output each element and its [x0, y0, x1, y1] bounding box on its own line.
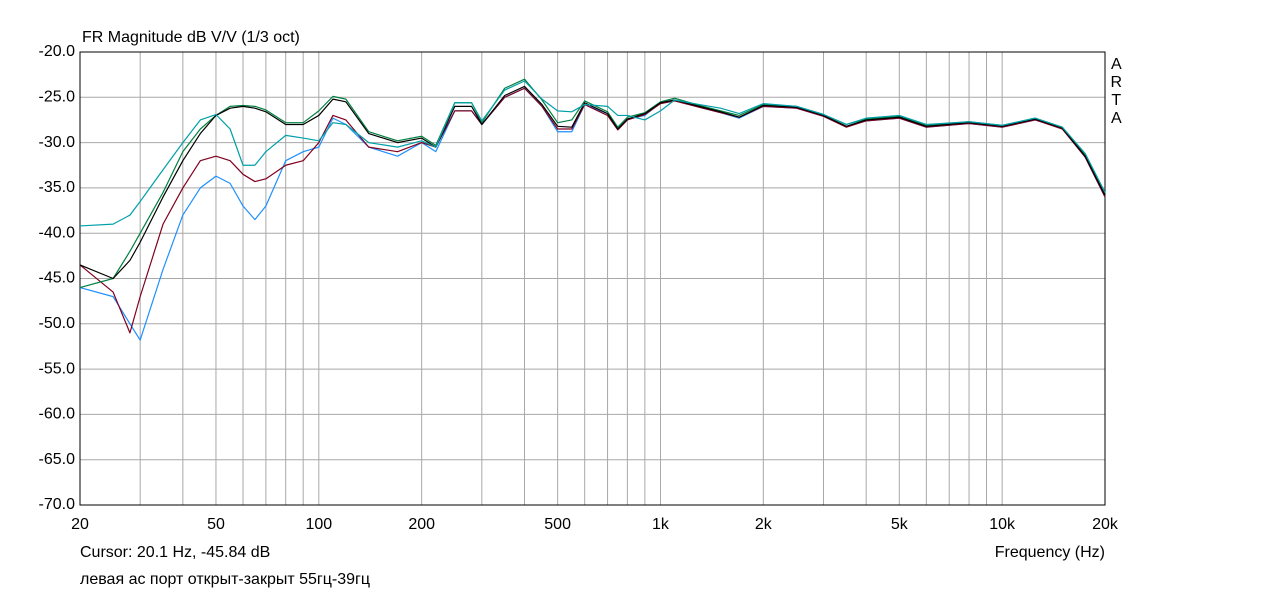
cursor-readout: Cursor: 20.1 Hz, -45.84 dB [80, 544, 270, 561]
plot-frame [79, 51, 1106, 506]
y-tick-label: -35.0 [39, 179, 76, 196]
brand: ARTA [1108, 56, 1125, 128]
chart-title: FR Magnitude dB V/V (1/3 oct) [82, 29, 300, 46]
y-tick-label: -50.0 [39, 315, 76, 332]
series-line [79, 85, 1106, 280]
y-tick-label: -45.0 [39, 270, 76, 287]
x-axis-label: Frequency (Hz) [995, 544, 1105, 561]
x-tick-label: 5k [891, 516, 909, 533]
series-line [79, 87, 1106, 334]
y-tick-label: -30.0 [39, 134, 76, 151]
y-tick-label: -20.0 [39, 43, 76, 60]
x-tick-label: 20k [1092, 516, 1119, 533]
series-line [79, 80, 1106, 227]
x-tick-label: 2k [755, 516, 773, 533]
x-tick-label: 500 [544, 516, 571, 533]
y-tick-label: -65.0 [39, 451, 76, 468]
y-tick-label: -55.0 [39, 360, 76, 377]
y-tick-label: -60.0 [39, 406, 76, 423]
x-tick-label: 10k [989, 516, 1016, 533]
x-tick-label: 20 [71, 516, 89, 533]
y-tick-label: -25.0 [39, 89, 76, 106]
x-tick-label: 1k [652, 516, 670, 533]
x-tick-label: 200 [408, 516, 435, 533]
y-tick-label: -70.0 [39, 496, 76, 513]
y-tick-label: -40.0 [39, 224, 76, 241]
x-tick-label: 50 [207, 516, 225, 533]
x-tick-label: 100 [305, 516, 332, 533]
caption: левая ас порт открыт-закрыт 55гц-39гц [80, 571, 370, 588]
